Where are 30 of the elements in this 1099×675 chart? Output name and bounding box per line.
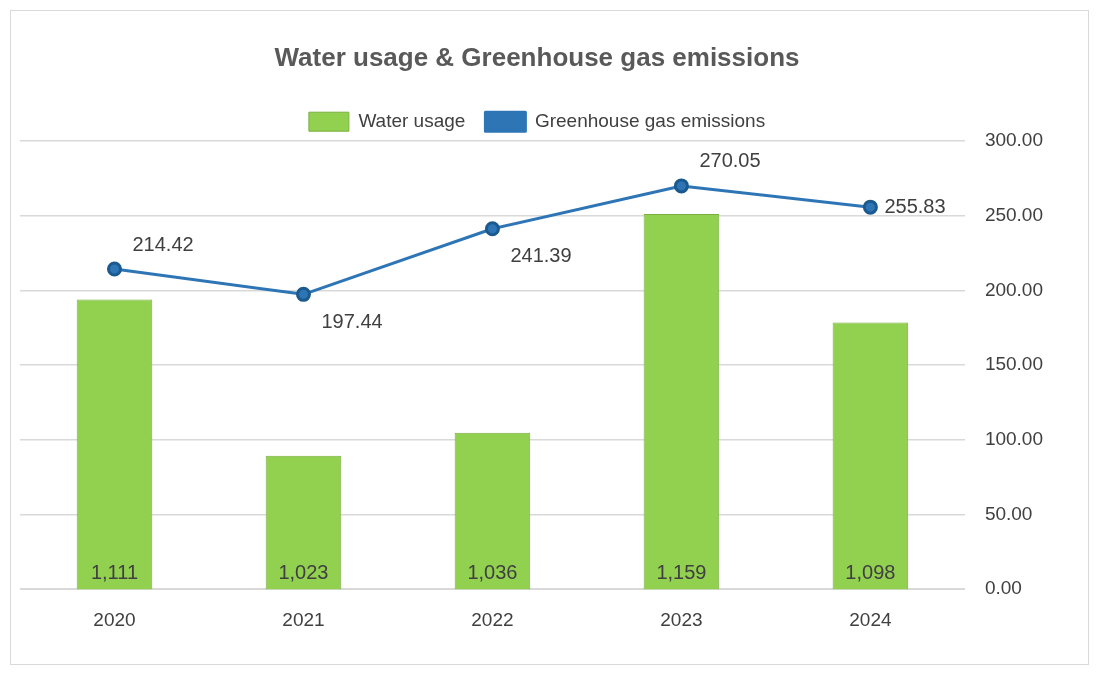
chart-title: Water usage & Greenhouse gas emissions <box>274 41 800 72</box>
data-label: 1,111 <box>90 560 139 583</box>
y-tick-label: 100.00 <box>984 428 1044 450</box>
point <box>106 261 122 277</box>
point <box>484 221 500 237</box>
x-tick-label: 2021 <box>282 608 325 630</box>
x-tick-label: 2020 <box>93 608 136 630</box>
legend-label: Water usage <box>358 109 466 131</box>
data-label: 1,036 <box>467 560 518 583</box>
y-tick-label: 50.00 <box>984 502 1033 524</box>
data-label: 1,023 <box>278 560 329 583</box>
legend-label: Greenhouse gas emissions <box>534 109 766 131</box>
data-label: 214.42 <box>132 232 194 255</box>
x-tick-label: 2023 <box>660 608 703 630</box>
y-tick-label: 0.00 <box>984 577 1022 599</box>
x-tick-label: 2022 <box>471 608 514 630</box>
y-tick-label: 300.00 <box>984 129 1044 151</box>
data-label: 197.44 <box>321 309 383 332</box>
data-label: 241.39 <box>510 244 572 267</box>
data-label: 1,098 <box>845 560 896 583</box>
x-tick-label: 2024 <box>849 608 892 630</box>
point <box>295 286 311 302</box>
y-tick-label: 250.00 <box>984 204 1044 226</box>
data-label: 1,159 <box>656 560 707 583</box>
point <box>673 178 689 194</box>
data-label: 270.05 <box>699 149 761 172</box>
point <box>862 199 878 215</box>
data-label: 255.83 <box>884 194 946 217</box>
y-tick-label: 150.00 <box>984 353 1044 375</box>
y-tick-label: 200.00 <box>984 278 1044 300</box>
